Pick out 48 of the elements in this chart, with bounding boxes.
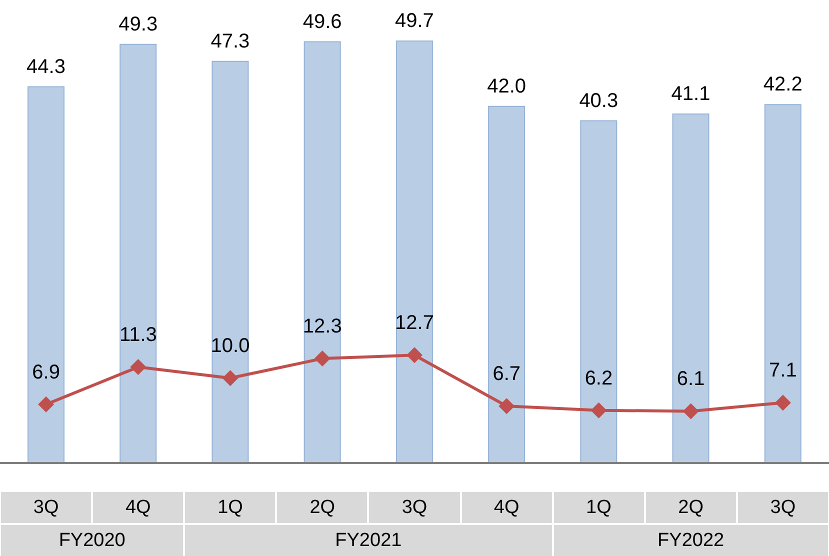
- data-label: 49.6: [302, 10, 342, 33]
- x-tick-label: 2Q: [646, 492, 736, 523]
- x-tick-label: 1Q: [554, 492, 644, 523]
- data-label: 6.9: [32, 361, 60, 384]
- bar: [120, 44, 157, 463]
- x-tick-label: 1Q: [185, 492, 276, 523]
- data-label: 47.3: [210, 30, 250, 52]
- bar: [28, 86, 64, 463]
- point: [222, 370, 238, 386]
- x-tick-label: 3Q: [369, 492, 460, 523]
- x-tick-label: 3Q: [738, 492, 828, 523]
- text: FY2020: [1, 525, 184, 556]
- x-tick-label: 2Q: [277, 492, 368, 523]
- data-label: 11.3: [119, 324, 157, 346]
- data-label: 6.2: [584, 367, 613, 390]
- data-label: 12.7: [395, 312, 434, 334]
- data-label: 42.2: [763, 74, 802, 96]
- x-tick-label: 4Q: [462, 492, 552, 523]
- data-label: 49.3: [118, 13, 158, 36]
- bar: [304, 41, 341, 463]
- data-label: 6.1: [676, 368, 705, 390]
- data-label: 10.0: [210, 335, 250, 358]
- data-label: 49.7: [394, 10, 434, 32]
- point: [682, 403, 699, 420]
- data-label: 44.3: [26, 56, 66, 78]
- point: [38, 396, 54, 412]
- data-label: 41.1: [671, 82, 710, 105]
- bar: [580, 120, 618, 463]
- point: [130, 359, 146, 376]
- point: [406, 347, 422, 364]
- data-label: 6.7: [492, 363, 521, 386]
- data-label: 40.3: [579, 90, 618, 112]
- point: [774, 394, 791, 411]
- x-tick-label: 3Q: [1, 492, 92, 523]
- bar: [764, 104, 802, 463]
- data-label: 42.0: [487, 75, 526, 98]
- point: [590, 402, 607, 418]
- point: [498, 398, 515, 414]
- text: FY2021: [185, 525, 552, 556]
- data-label: 7.1: [769, 360, 797, 382]
- text: FY2022: [554, 525, 828, 556]
- bar: [672, 113, 710, 463]
- bar: [212, 60, 249, 463]
- data-label: 12.3: [302, 316, 342, 338]
- bar: [396, 40, 433, 463]
- bar: [488, 106, 526, 463]
- x-tick-label: 4Q: [93, 492, 184, 523]
- point: [314, 350, 330, 367]
